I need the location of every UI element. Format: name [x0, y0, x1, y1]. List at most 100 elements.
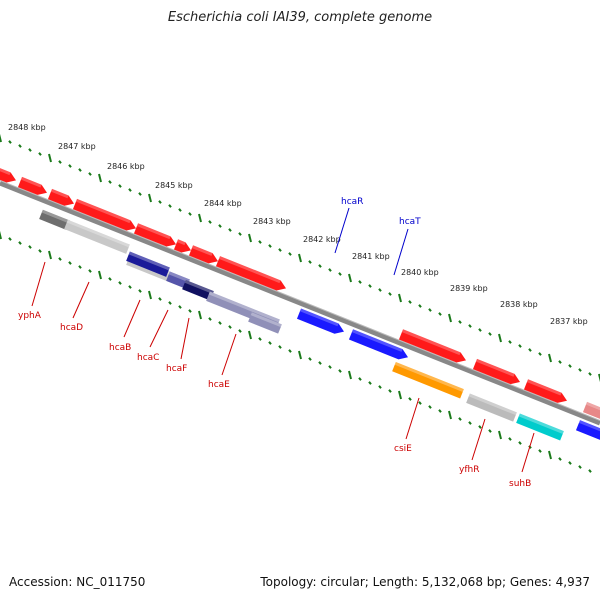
feature-bar-body — [392, 361, 464, 399]
ruler-dot — [428, 308, 432, 312]
ruler-dot — [58, 257, 62, 261]
gene-label-csiE: csiE — [394, 444, 412, 454]
ruler-major-tick — [48, 153, 52, 163]
gene-arrow — [173, 239, 192, 253]
backbone-line — [0, 180, 600, 426]
feature-bar-body — [466, 393, 517, 422]
gene-arrow-body — [582, 401, 600, 424]
ruler-dot — [168, 301, 172, 305]
ruler-dot — [378, 385, 382, 389]
gene-arrow-shine — [401, 329, 461, 356]
ruler-dot — [18, 241, 22, 245]
ruler-dot — [118, 281, 122, 285]
ruler-major-tick — [248, 233, 252, 243]
ruler-dot — [188, 309, 192, 313]
ruler-major-tick — [148, 193, 152, 203]
ruler-dot — [128, 285, 132, 289]
gene-arrow-body — [173, 239, 192, 253]
gene-arrow — [348, 329, 409, 360]
gene-arrow-body — [575, 420, 600, 445]
ruler-dot — [88, 269, 92, 273]
backbone-highlight — [0, 180, 600, 421]
ruler-dot — [288, 349, 292, 353]
feature-bar-hcaF — [182, 279, 214, 301]
feature-bar-yphA — [39, 209, 70, 230]
label-leader-yfhR — [471, 418, 486, 461]
gene-arrow-shine — [475, 358, 515, 377]
gene-arrow-body — [0, 164, 17, 183]
gene-label-hcaE: hcaE — [208, 380, 230, 390]
gene-arrow-body — [215, 256, 286, 291]
ruler-major-tick — [298, 253, 302, 263]
ruler-dot — [288, 252, 292, 256]
gene-arrow-shine — [191, 245, 213, 256]
ruler-major-tick — [398, 390, 402, 400]
gene-arrow — [0, 164, 17, 183]
ruler-major-tick — [98, 173, 102, 183]
ruler-dot — [438, 312, 442, 316]
ruler-label: 2840 kbp — [401, 268, 439, 277]
ruler-dot — [68, 261, 72, 265]
gene-arrow — [188, 245, 219, 264]
genome-stats-text: Topology: circular; Length: 5,132,068 bp… — [260, 575, 590, 589]
label-leader-csiE — [405, 397, 420, 440]
feature-bar-body — [64, 219, 130, 254]
feature-bars — [39, 209, 564, 441]
ruler-dot — [238, 329, 242, 333]
gene-arrow — [523, 379, 568, 403]
gene-arrow — [582, 401, 600, 424]
ruler-dot — [558, 360, 562, 364]
gene-label-yfhR: yfhR — [459, 465, 479, 475]
ruler-dot — [528, 348, 532, 352]
ruler-dot — [478, 425, 482, 429]
ruler-dot — [228, 228, 232, 232]
ruler-major-tick — [498, 430, 502, 440]
ruler-dot — [228, 325, 232, 329]
gene-arrow-shine — [526, 379, 562, 396]
ruler-dot — [308, 260, 312, 264]
gene-arrow — [296, 308, 345, 334]
ruler-ticks — [0, 133, 600, 473]
gene-arrow — [398, 329, 466, 363]
gene-arrow-body — [523, 379, 568, 403]
gene-arrow-body — [398, 329, 466, 363]
ruler-dot — [488, 429, 492, 433]
feature-bar-body — [39, 209, 70, 230]
ruler-label: 2847 kbp — [58, 142, 96, 151]
ruler-dot — [338, 272, 342, 276]
gene-label-hcaR: hcaR — [341, 197, 363, 207]
gene-arrow — [215, 256, 286, 291]
feature-bar-body — [516, 413, 564, 441]
ruler-dot — [28, 148, 32, 152]
ruler-major-tick — [448, 313, 452, 323]
gene-label-hcaT: hcaT — [399, 217, 421, 227]
gene-arrow — [133, 223, 176, 247]
map-title: Escherichia coli IAI39, complete genome — [167, 10, 433, 25]
ruler-dot — [518, 441, 522, 445]
ruler-dot — [78, 168, 82, 172]
ruler-dot — [468, 421, 472, 425]
ruler-dot — [538, 449, 542, 453]
ruler-dot — [568, 461, 572, 465]
ruler-dot — [408, 397, 412, 401]
feature-bar-shine — [250, 312, 282, 328]
gene-arrow-shine — [218, 256, 281, 284]
ruler-dot — [138, 192, 142, 196]
accession-text: Accession: NC_011750 — [9, 575, 146, 589]
ruler-dot — [108, 180, 112, 184]
ruler-major-tick — [198, 213, 202, 223]
ruler-dot — [408, 300, 412, 304]
ruler-dot — [178, 208, 182, 212]
ruler-dot — [188, 212, 192, 216]
feature-bar-csiE — [392, 361, 464, 399]
ruler-label: 2837 kbp — [550, 317, 588, 326]
ruler-major-tick — [348, 370, 352, 380]
ruler-dot — [438, 409, 442, 413]
ruler-dot — [468, 324, 472, 328]
gene-labels: yphA hcaD hcaB hcaC hcaF hcaE hcaR hcaT csiE yfhR… — [18, 197, 535, 489]
gene-arrow-body — [296, 308, 345, 334]
ruler-major-tick — [598, 373, 600, 383]
ruler-dot — [428, 405, 432, 409]
gene-arrow-body — [17, 176, 48, 195]
